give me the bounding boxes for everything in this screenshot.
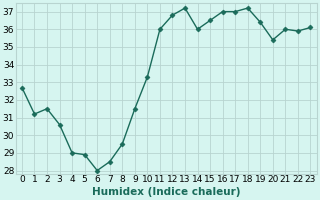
X-axis label: Humidex (Indice chaleur): Humidex (Indice chaleur) [92,187,240,197]
